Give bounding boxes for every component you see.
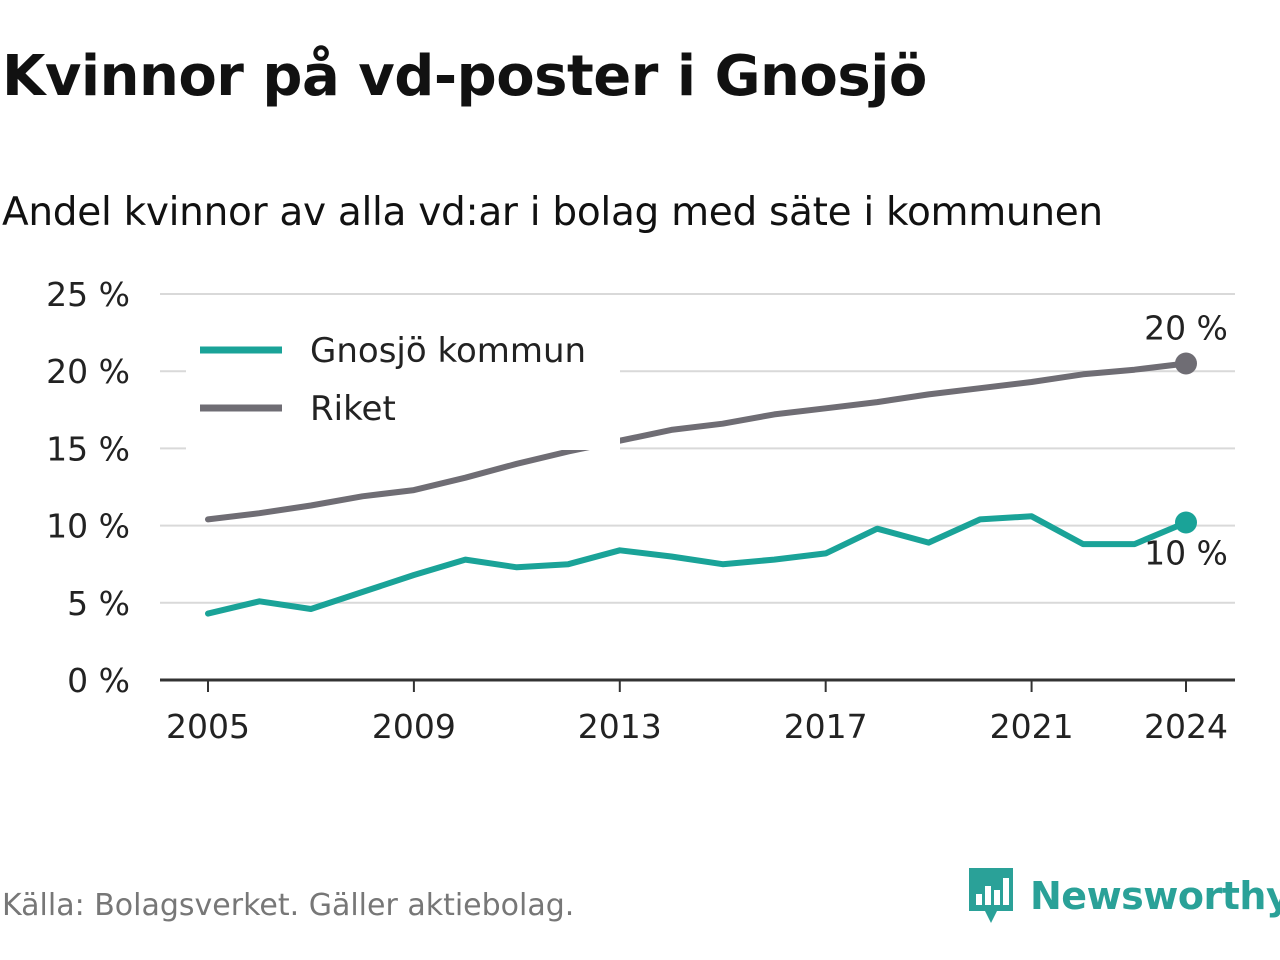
end-labels: 20 % 10 % [1144,308,1228,572]
x-tick-label: 2021 [990,707,1074,746]
x-tick-label: 2024 [1144,707,1228,746]
legend-label-riket: Riket [310,389,396,429]
series-lines [205,352,1197,617]
y-tick-label: 10 % [46,507,130,546]
source-note: Källa: Bolagsverket. Gäller aktiebolag. [2,888,575,923]
y-tick-label: 25 % [46,275,130,314]
newsworthy-logo-icon [969,868,1013,923]
end-marker-riket [1175,352,1197,375]
chart-title: Kvinnor på vd-poster i Gnosjö [2,44,927,109]
y-tick-label: 5 % [67,584,130,623]
x-tick-label: 2017 [784,707,868,746]
brand-logo: Newsworthy [966,866,1280,926]
y-tick-label: 20 % [46,352,130,391]
series-line-riket [205,360,1189,523]
end-label-gnosjo: 10 % [1144,534,1228,573]
x-axis: 2005 2009 2013 2017 2021 2024 [160,678,1235,746]
series-line-gnosjo [205,513,1189,617]
y-tick-label: 15 % [46,429,130,468]
end-label-riket: 20 % [1144,308,1228,347]
y-tick-label: 0 % [67,661,130,700]
x-tick-label: 2005 [166,707,250,746]
line-chart: 0 % 5 % 10 % 15 % 20 % 25 % Gnosjö kommun Rik… [46,275,1235,746]
brand-name: Newsworthy [1030,874,1280,918]
chart-subtitle: Andel kvinnor av alla vd:ar i bolag med … [2,190,1103,235]
x-tick-label: 2009 [372,707,456,746]
legend-label-gnosjo: Gnosjö kommun [310,331,586,371]
end-marker-gnosjo [1175,511,1197,534]
legend: Gnosjö kommun Riket [186,328,620,450]
x-tick-label: 2013 [578,707,662,746]
